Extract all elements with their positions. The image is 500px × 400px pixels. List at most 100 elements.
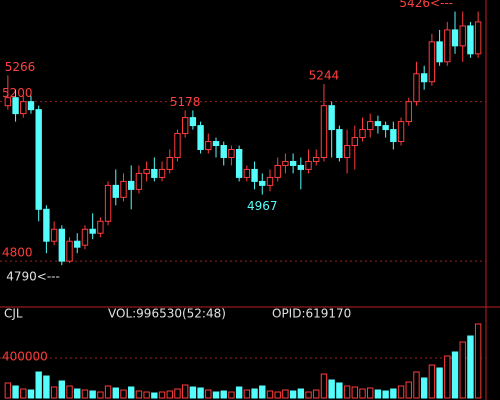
candle-body: [259, 180, 266, 186]
volume-bar: [74, 388, 81, 399]
candle-body: [397, 121, 405, 143]
candle-body: [4, 97, 12, 107]
volume-bar: [228, 391, 235, 399]
candle-body: [35, 109, 42, 210]
candle-body: [166, 156, 173, 170]
volume-bar: [297, 388, 305, 399]
volume-bar: [428, 364, 436, 399]
candle-body: [451, 29, 459, 47]
candle-body: [436, 41, 443, 63]
candle-body: [374, 121, 382, 127]
candle-body: [235, 149, 243, 178]
y-tick-label: 5200: [2, 86, 33, 100]
candle-body: [97, 220, 104, 234]
volume-bar: [50, 386, 58, 399]
volume-bar: [320, 373, 328, 399]
candle-body: [328, 105, 335, 131]
candle-body: [266, 176, 274, 186]
volume-bar: [436, 367, 443, 399]
volume-bar: [313, 389, 320, 399]
volume-bar: [467, 335, 474, 399]
volume-bar: [235, 386, 243, 399]
volume-bar: [58, 380, 66, 399]
volume-bar: [359, 388, 366, 399]
volume-bar: [266, 390, 274, 399]
volume-bar: [12, 385, 19, 399]
volume-bar: [43, 375, 50, 399]
oi-label: OPID:619170: [272, 307, 351, 321]
volume-bar: [343, 385, 351, 399]
volume-bar: [212, 391, 220, 399]
volume-bar: [390, 388, 397, 399]
candle-body: [243, 168, 251, 178]
candle-body: [305, 160, 312, 170]
candle-body: [89, 228, 96, 234]
candle-body: [420, 73, 428, 83]
volume-bar: [151, 392, 158, 399]
volume-bar: [128, 386, 135, 399]
candle-body: [174, 133, 181, 158]
candle-body: [444, 29, 451, 63]
volume-bar: [220, 390, 227, 399]
volume-bar: [112, 387, 119, 399]
candle-body: [120, 180, 127, 198]
candle-body: [220, 145, 227, 158]
volume-bar: [205, 389, 212, 399]
candle-body: [289, 160, 297, 166]
volume-bar: [336, 382, 343, 399]
candle-body: [128, 180, 135, 190]
candle-body: [189, 117, 197, 127]
candle-body: [467, 25, 474, 55]
vol-tick-label: 400000: [2, 350, 48, 364]
volume-bar: [97, 391, 104, 399]
volume-bar: [282, 389, 289, 399]
volume-bar: [166, 390, 173, 399]
volume-bar: [243, 389, 251, 399]
volume-bar: [351, 386, 358, 399]
volume-bar: [328, 379, 335, 399]
candle-body: [197, 125, 204, 151]
candle-body: [143, 168, 150, 174]
volume-bar: [420, 377, 428, 399]
volume-bar: [27, 389, 35, 399]
candle-body: [382, 125, 389, 131]
price-annotation: 5244: [309, 69, 340, 83]
candle-body: [74, 240, 81, 248]
price-annotation: 4790<---: [6, 270, 60, 284]
candle-body: [459, 25, 466, 47]
candle-body: [336, 129, 343, 158]
candle-body: [351, 137, 358, 147]
volume-bar: [382, 390, 389, 399]
volume-label: VOL:996530(52:48): [108, 307, 226, 321]
candle-body: [390, 129, 397, 143]
candle-body: [112, 184, 119, 198]
volume-bar: [405, 381, 412, 399]
volume-bar: [305, 391, 312, 399]
candle-body: [104, 184, 112, 222]
volume-bar: [397, 385, 405, 399]
volume-bar: [367, 387, 374, 399]
price-annotation: 5426<---: [399, 0, 453, 10]
volume-bar: [459, 341, 466, 399]
candle-body: [43, 208, 50, 242]
candle-body: [282, 160, 289, 166]
candle-body: [12, 97, 19, 115]
volume-bar: [474, 323, 482, 399]
candle-body: [81, 228, 89, 246]
volume-bar: [289, 390, 297, 399]
candle-body: [212, 141, 220, 147]
volume-bar: [189, 386, 197, 399]
volume-bar: [20, 388, 27, 399]
candle-body: [320, 105, 328, 158]
volume-bar: [158, 391, 166, 399]
candle-body: [228, 149, 235, 158]
volume-bar: [104, 385, 112, 399]
volume-bar: [251, 388, 258, 399]
price-annotation: 5266: [5, 60, 36, 74]
volume-bar: [274, 391, 281, 399]
candle-body: [27, 101, 35, 111]
price-annotation: 5178: [170, 95, 201, 109]
candle-body: [66, 240, 73, 262]
volume-bar: [374, 389, 382, 399]
